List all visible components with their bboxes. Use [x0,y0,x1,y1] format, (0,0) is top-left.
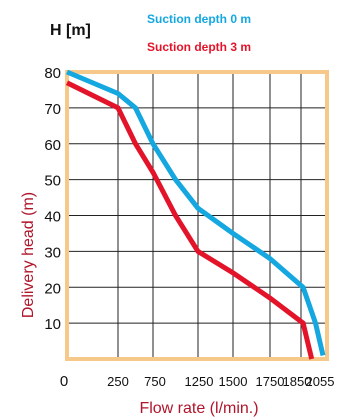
y-tick-label: 30 [44,244,61,261]
x-tick-label: 750 [144,374,166,389]
y-tick-label: 20 [44,280,61,297]
x-tick-label: 1850 [283,374,312,389]
y-tick-label: 40 [44,209,61,226]
y-unit-label: H [m] [50,22,91,39]
x-tick-label: 2055 [306,374,335,389]
series-line-suction-3 [65,80,315,360]
y-tick-label: 60 [44,137,61,154]
y-tick-label: 70 [44,101,61,118]
y-axis-title: Delivery head (m) [20,192,37,318]
series-layer [65,69,326,360]
y-tick-label: 80 [44,65,61,82]
series-line-suction-0 [66,69,326,356]
plot-frame [65,70,329,361]
x-axis-title: Flow rate (l/min.) [139,400,258,417]
legend-entry-suction-3: Suction depth 3 m [147,40,251,54]
x-tick-label: 1750 [256,374,285,389]
y-tick-labels: 10 20 30 40 50 60 70 80 [44,65,61,333]
x-tick-label: 1250 [185,374,214,389]
x-tick-label: 1500 [219,374,248,389]
y-tick-label: 50 [44,173,61,190]
y-tick-label: 10 [44,316,61,333]
grid-lines [67,71,327,359]
x-tick-label: 0 [60,373,68,390]
legend-entry-suction-0: Suction depth 0 m [147,12,251,26]
x-tick-label: 250 [107,374,129,389]
